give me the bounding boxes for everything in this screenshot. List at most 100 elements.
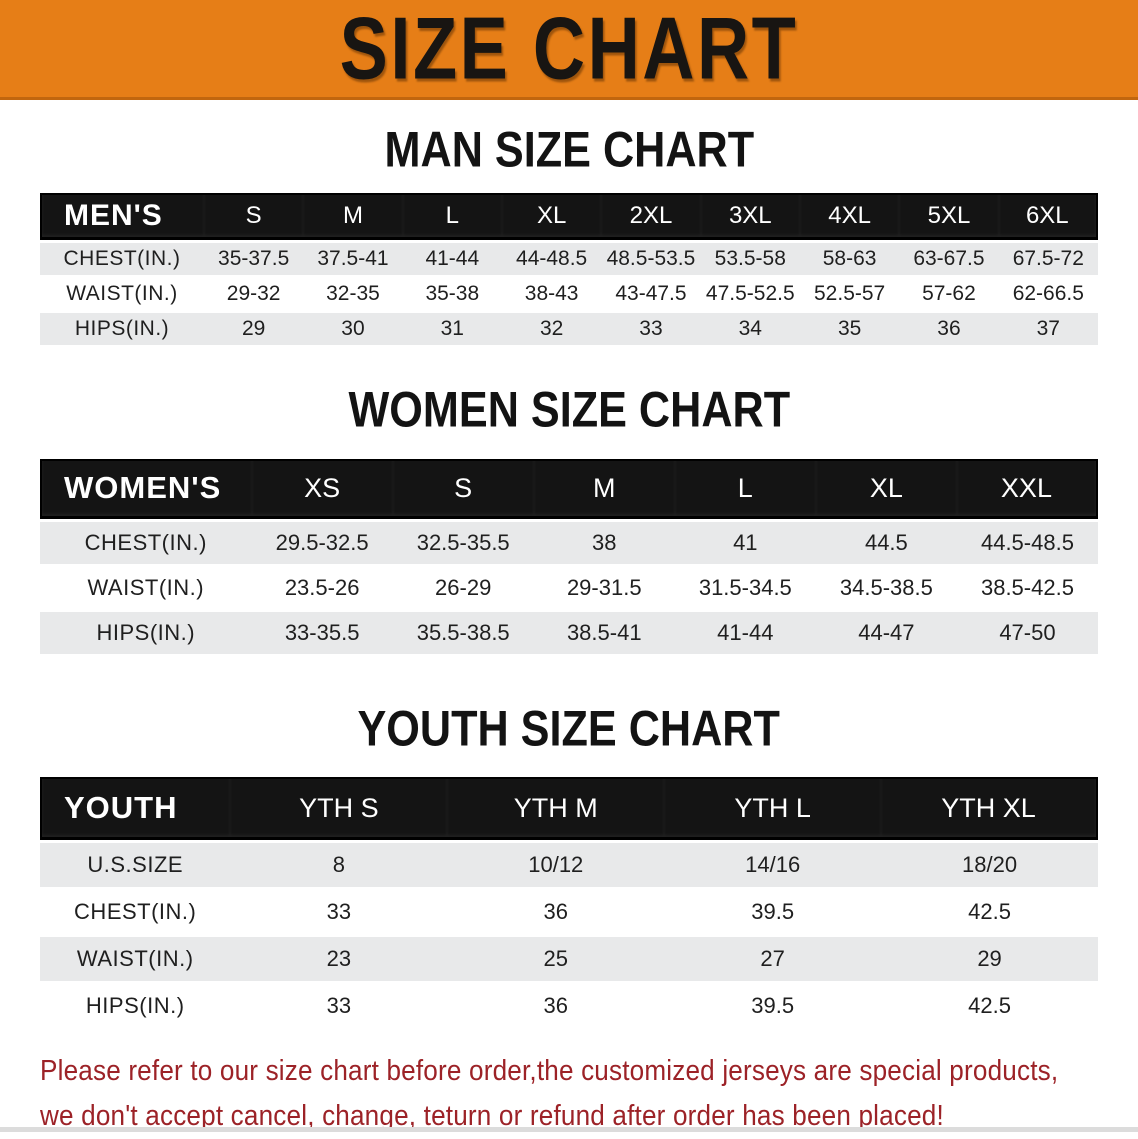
table-header-row: MEN'S S M L XL 2XL 3XL 4XL 5XL 6XL: [40, 193, 1098, 241]
size-cell: 8: [332, 852, 345, 878]
size-cell: 33: [326, 899, 352, 925]
size-column-header: M: [533, 458, 675, 519]
size-column-header: 2XL: [601, 193, 701, 241]
size-cell: 14/16: [745, 852, 801, 878]
table-header-label: YOUTH: [40, 777, 231, 841]
size-cell: 47.5-52.5: [705, 282, 795, 306]
size-cell: 29: [977, 946, 1002, 972]
size-column-header: XXL: [956, 458, 1098, 519]
row-label: WAIST(IN.): [87, 574, 205, 600]
size-cell: 23: [326, 946, 352, 972]
size-column-header: YTH L: [664, 777, 882, 841]
size-column-header: YTH XL: [881, 777, 1098, 841]
table-header-label: MEN'S: [40, 193, 204, 241]
size-column-header: XS: [251, 458, 393, 519]
size-cell: 32-35: [326, 282, 380, 306]
banner-title: SIZE CHART: [339, 0, 799, 98]
size-cell: 25: [543, 946, 569, 972]
size-cell: 38.5-42.5: [980, 574, 1074, 600]
table-row: CHEST(IN.) 33 36 39.5 42.5: [40, 890, 1098, 935]
row-label: CHEST(IN.): [74, 899, 197, 925]
table-row: WAIST(IN.) 23 25 27 29: [40, 937, 1098, 982]
size-cell: 52.5-57: [814, 282, 886, 306]
table-row: CHEST(IN.) 35-37.5 37.5-41 41-44 44-48.5 48.5…: [40, 243, 1098, 276]
size-cell: 35-38: [425, 282, 480, 306]
size-column-header: XL: [501, 193, 602, 241]
size-cell: 63-67.5: [913, 247, 985, 271]
size-cell: 41-44: [425, 247, 480, 271]
table-header-label: WOMEN'S: [40, 458, 252, 519]
size-cell: 31.5-34.5: [698, 574, 792, 600]
size-cell: 18/20: [962, 852, 1018, 878]
size-cell: 37: [1036, 317, 1060, 341]
size-cell: 44-48.5: [516, 247, 588, 271]
row-label: HIPS(IN.): [74, 317, 170, 341]
size-cell: 44.5: [864, 529, 908, 555]
womens-size-table: WOMEN'S XS S M L XL XXL CHEST(IN.) 29.5-32.5 32.5…: [40, 456, 1098, 657]
size-cell: 42.5: [968, 993, 1011, 1019]
size-cell: 42.5: [968, 899, 1011, 925]
size-cell: 30: [341, 317, 365, 341]
table-row: U.S.SIZE 8 10/12 14/16 18/20: [40, 843, 1098, 888]
youth-size-section: YOUTH SIZE CHART YOUTH YTH S YTH M YTH L YTH…: [0, 703, 1138, 1031]
row-label: HIPS(IN.): [96, 619, 196, 645]
size-cell: 33-35.5: [284, 619, 360, 645]
size-cell: 36: [543, 899, 569, 925]
size-cell: 44-47: [858, 619, 915, 645]
row-label: CHEST(IN.): [63, 247, 181, 271]
table-row: CHEST(IN.) 29.5-32.5 32.5-35.5 38 41 44.5 44.5…: [40, 521, 1098, 564]
size-cell: 34.5-38.5: [839, 574, 933, 600]
table-header-row: YOUTH YTH S YTH M YTH L YTH XL: [40, 777, 1098, 841]
size-cell: 39.5: [751, 899, 795, 925]
size-cell: 35.5-38.5: [416, 619, 510, 645]
row-label: CHEST(IN.): [84, 529, 207, 555]
size-cell: 41: [733, 529, 758, 555]
youth-size-table: YOUTH YTH S YTH M YTH L YTH XL U.S.SIZE 8 10/12…: [40, 774, 1098, 1031]
table-row: HIPS(IN.) 29 30 31 32 33 34 35 36 37: [40, 313, 1098, 346]
size-cell: 32.5-35.5: [416, 529, 510, 555]
size-cell: 41-44: [717, 619, 774, 645]
size-column-header: M: [303, 193, 403, 241]
bottom-edge-strip: [0, 1127, 1138, 1132]
man-size-section: MAN SIZE CHART MEN'S S M L XL 2XL 3XL 4XL 5XL 6XL…: [0, 124, 1138, 348]
disclaimer-line-1: Please refer to our size chart before or…: [40, 1055, 1059, 1088]
size-cell: 33: [639, 317, 663, 341]
size-cell: 34: [738, 317, 762, 341]
size-cell: 32: [539, 317, 564, 341]
size-cell: 43-47.5: [615, 282, 687, 306]
row-label: WAIST(IN.): [76, 946, 194, 972]
size-cell: 29-31.5: [566, 574, 642, 600]
size-cell: 36: [937, 317, 961, 341]
size-cell: 26-29: [435, 574, 492, 600]
size-column-header: L: [674, 458, 816, 519]
size-column-header: 5XL: [899, 193, 999, 241]
disclaimer-line-2: we don't accept cancel, change, teturn o…: [40, 1100, 944, 1133]
row-label: HIPS(IN.): [85, 993, 185, 1019]
size-cell: 58-63: [822, 247, 877, 271]
table-row: WAIST(IN.) 29-32 32-35 35-38 38-43 43-47.5 47.…: [40, 278, 1098, 311]
size-column-header: S: [392, 458, 534, 519]
table-row: HIPS(IN.) 33 36 39.5 42.5: [40, 984, 1098, 1029]
mens-size-table: MEN'S S M L XL 2XL 3XL 4XL 5XL 6XL CHEST(IN.) 35-37…: [40, 190, 1098, 348]
size-cell: 29-32: [226, 282, 281, 306]
women-size-section: WOMEN SIZE CHART WOMEN'S XS S M L XL XXL CHEST(…: [0, 384, 1138, 657]
size-column-header: S: [203, 193, 304, 241]
size-column-header: L: [402, 193, 502, 241]
size-cell: 57-62: [922, 282, 976, 306]
size-cell: 37.5-41: [317, 247, 389, 271]
size-cell: 38-43: [524, 282, 579, 306]
size-cell: 53.5-58: [714, 247, 786, 271]
size-cell: 10/12: [528, 852, 584, 878]
size-cell: 35: [837, 317, 862, 341]
size-cell: 38.5-41: [566, 619, 642, 645]
size-cell: 35-37.5: [218, 247, 290, 271]
table-header-row: WOMEN'S XS S M L XL XXL: [40, 458, 1098, 519]
size-cell: 44.5-48.5: [980, 529, 1074, 555]
size-column-header: YTH M: [447, 777, 665, 841]
size-cell: 29: [241, 317, 266, 341]
disclaimer-text: Please refer to our size chart before or…: [40, 1049, 1138, 1139]
size-cell: 67.5-72: [1012, 247, 1084, 271]
table-row: HIPS(IN.) 33-35.5 35.5-38.5 38.5-41 41-44 44-…: [40, 611, 1098, 654]
size-chart-banner: SIZE CHART: [0, 0, 1138, 100]
size-column-header: 6XL: [998, 193, 1098, 241]
